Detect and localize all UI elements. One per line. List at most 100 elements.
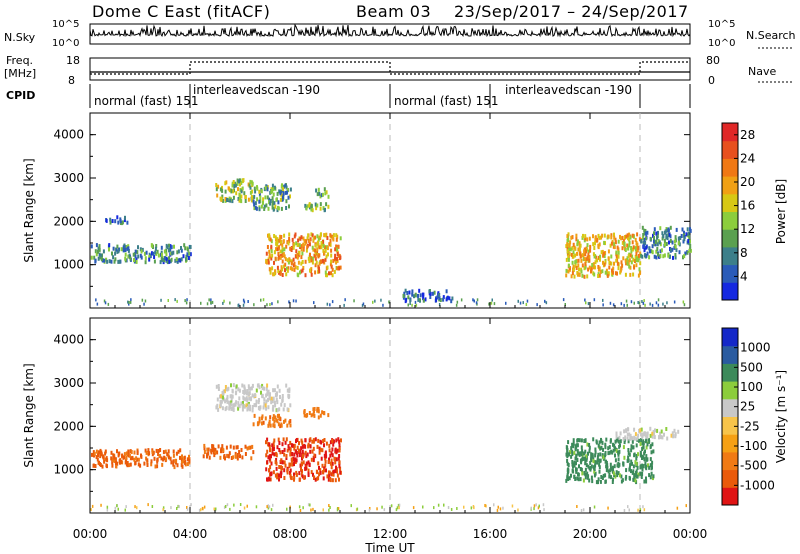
power-cell <box>323 233 326 238</box>
power-cell <box>268 197 271 202</box>
velocity-cell <box>612 448 615 453</box>
velocity-cell <box>186 457 189 462</box>
power-cell <box>323 208 326 213</box>
velocity-cell <box>602 473 605 478</box>
velocity-ground-cell <box>433 506 435 510</box>
velocity-cell <box>271 443 274 448</box>
power-cell <box>316 251 318 256</box>
power-cell <box>124 215 126 220</box>
velocity-cell <box>331 461 334 466</box>
velocity-cell <box>594 450 597 455</box>
velocity-cell <box>635 461 638 466</box>
colorbar-bin <box>722 345 738 364</box>
power-ground-cell <box>128 301 130 304</box>
velocity-cell <box>295 472 298 477</box>
power-colorbar-label: Power [dB] <box>774 179 788 244</box>
power-cell <box>279 197 282 202</box>
velocity-cell <box>180 459 183 464</box>
power-cell <box>672 255 674 260</box>
power-ground-cell <box>184 299 186 303</box>
power-cell <box>632 272 635 277</box>
power-cell <box>280 206 283 211</box>
power-cell <box>645 253 648 258</box>
velocity-cell <box>232 445 235 450</box>
velocity-cell <box>645 479 648 484</box>
velocity-cell <box>572 438 575 443</box>
velocity-cell <box>627 458 630 463</box>
power-cell <box>413 294 415 299</box>
velocity-ground-cell <box>307 503 310 507</box>
power-ground-cell <box>641 300 643 303</box>
power-cell <box>280 265 283 270</box>
power-cell <box>663 253 666 258</box>
power-cell <box>613 261 615 266</box>
velocity-cell <box>227 454 230 459</box>
velocity-cell <box>617 437 619 442</box>
power-cell <box>653 242 656 247</box>
velocity-cell <box>618 444 621 449</box>
power-cell <box>582 253 585 258</box>
power-cell <box>408 290 411 295</box>
power-cell <box>302 236 305 241</box>
power-cell <box>572 267 575 272</box>
velocity-cell <box>623 438 626 443</box>
velocity-ground-cell <box>298 505 301 509</box>
velocity-cell <box>299 464 302 468</box>
power-cell <box>324 248 327 253</box>
velocity-cell <box>335 457 338 462</box>
power-ground-cell <box>544 299 546 303</box>
power-cell <box>579 254 582 259</box>
colorbar-tick-label: 8 <box>740 246 748 260</box>
power-cell <box>119 217 122 222</box>
power-cell <box>315 206 318 211</box>
power-cell <box>184 246 187 251</box>
power-cell <box>621 235 624 240</box>
velocity-cell <box>237 401 240 406</box>
power-cell <box>249 190 252 195</box>
velocity-ground-cell <box>178 505 180 509</box>
velocity-cell <box>284 440 287 445</box>
power-cell <box>584 259 587 264</box>
power-ground-cell <box>602 298 604 302</box>
velocity-cell <box>221 444 224 449</box>
velocity-cell <box>591 479 594 484</box>
velocity-ground-cell <box>233 503 235 507</box>
power-cell <box>620 260 623 265</box>
power-cell <box>648 255 651 260</box>
power-cell <box>281 249 284 254</box>
velocity-cell <box>268 396 271 400</box>
power-cell <box>165 248 168 253</box>
velocity-cell <box>285 383 288 388</box>
power-cell <box>228 196 231 201</box>
velocity-cell <box>327 470 330 475</box>
power-cell <box>220 196 223 201</box>
power-cell <box>322 240 324 244</box>
velocity-cell <box>605 460 608 465</box>
velocity-cell <box>641 467 644 472</box>
velocity-cell <box>265 467 268 472</box>
velocity-cell <box>146 463 149 467</box>
power-cell <box>153 255 156 259</box>
power-cell <box>285 199 288 204</box>
power-cell <box>290 266 292 271</box>
velocity-cell <box>571 460 574 464</box>
velocity-cell <box>203 450 206 454</box>
velocity-cell <box>583 439 586 443</box>
velocity-cell <box>224 456 226 461</box>
power-cell <box>617 239 620 244</box>
velocity-cell <box>321 410 324 415</box>
velocity-cell <box>576 476 579 481</box>
power-cell <box>114 219 117 224</box>
power-ground-cell <box>662 302 664 306</box>
velocity-cell <box>323 443 325 448</box>
power-cell <box>659 249 662 254</box>
power-cell <box>106 259 109 264</box>
power-cell <box>296 255 299 260</box>
power-ground-cell <box>564 303 566 306</box>
velocity-cell <box>614 474 617 479</box>
power-cell <box>267 206 270 211</box>
velocity-ground-cell <box>201 506 204 510</box>
nsearch-label: N.Search <box>746 29 796 42</box>
velocity-cell <box>230 398 233 403</box>
nsearch-tick-bottom: 10^0 <box>708 38 736 49</box>
